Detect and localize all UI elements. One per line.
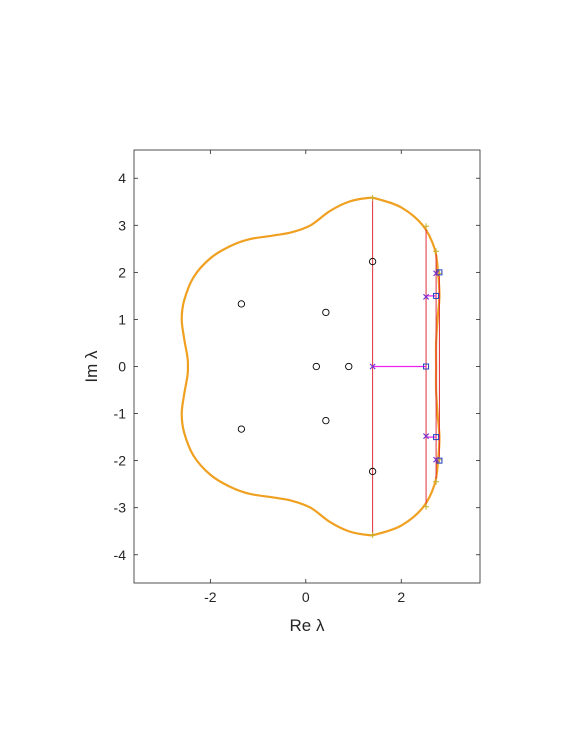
eigenvalue-circle-7 [368,467,377,476]
cross-marker-0 [369,363,376,370]
eigenvalue-circle-3 [312,362,320,371]
y-tick-label-2: -2 [114,453,127,469]
plus-marker-0 [369,195,376,202]
cross-marker-3 [433,270,440,277]
y-tick-label-4: 0 [118,359,126,375]
eigenvalue-circle-2 [322,308,330,317]
square-marker-0 [423,363,430,370]
y-axis-label: Im λ [82,350,101,383]
y-tick-label-5: 1 [118,311,126,327]
plus-marker-4 [433,248,440,255]
cross-marker-4 [433,456,440,463]
eigenvalue-circle-4 [345,362,353,371]
tick-layer: -2 0 2 -4 -3 -2 -1 0 1 2 3 4 [114,150,480,605]
y-tick-label-7: 3 [118,217,126,233]
y-tick-label-3: -1 [114,406,127,422]
cross-marker-2 [423,433,430,440]
x-tick-label-1: 0 [302,589,310,605]
cross-marker-1 [423,293,430,300]
plus-marker-5 [433,478,440,485]
plus-marker-2 [423,223,430,230]
y-tick-label-8: 4 [118,170,126,186]
data-layer [180,195,443,538]
eigenvalue-circle-6 [237,425,246,433]
eigenvalue-circle-5 [322,416,330,425]
x-tick-label-0: -2 [204,589,217,605]
plus-marker-1 [369,531,376,538]
plus-marker-3 [423,503,430,510]
eigenvalue-circle-0 [368,257,377,266]
y-tick-label-0: -4 [114,547,127,563]
square-marker-3 [433,292,440,299]
x-tick-label-2: 2 [397,589,405,605]
x-axis-label: Re λ [290,616,325,635]
square-marker-4 [433,434,440,441]
boundary-curve [180,196,441,537]
y-tick-label-1: -3 [114,500,127,516]
y-tick-label-6: 2 [118,264,126,280]
eigenvalue-circle-1 [237,300,246,308]
